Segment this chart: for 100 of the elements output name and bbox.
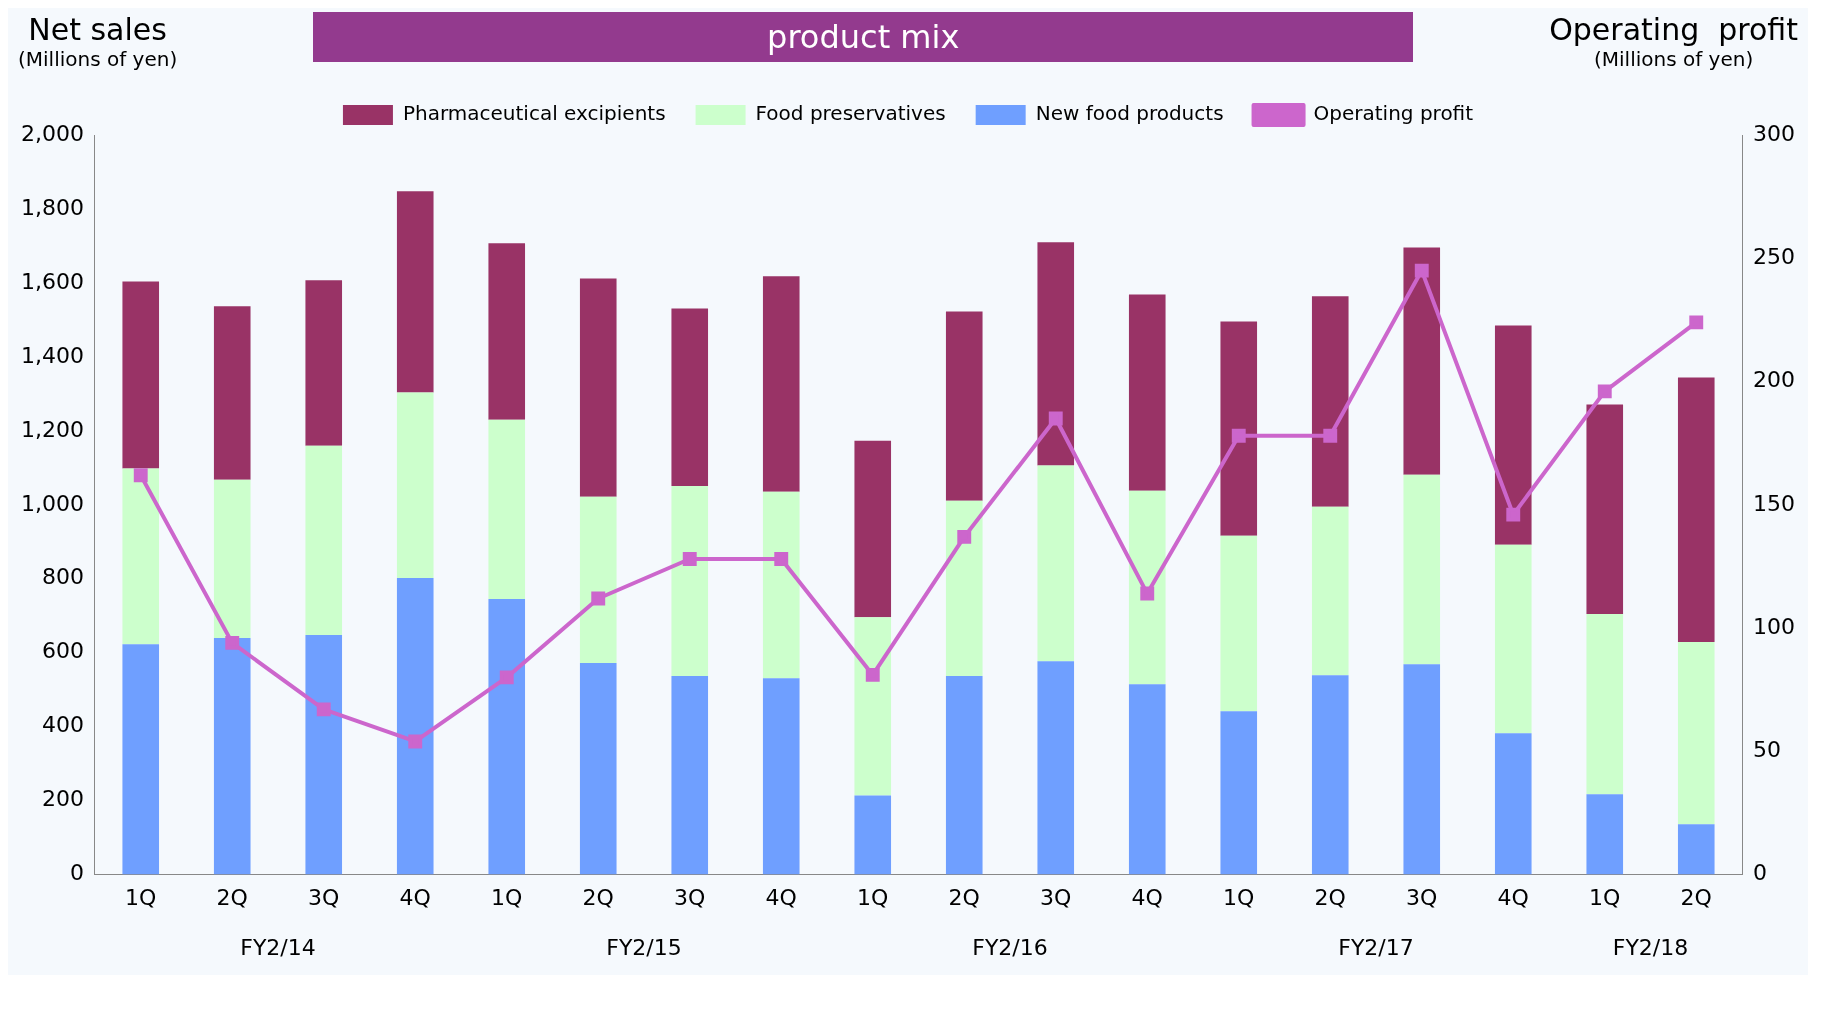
y2-axis-title: Operating profit: [1549, 12, 1798, 47]
bar: [854, 440, 892, 618]
y-tick-label: 600: [41, 638, 84, 664]
text: FY2/14: [240, 934, 316, 960]
x-tick-label: 4Q: [399, 884, 431, 910]
point: [1689, 315, 1704, 330]
bar: [762, 491, 800, 679]
bar: [1311, 675, 1349, 875]
x-tick-label: 2Q: [1314, 884, 1346, 910]
x-tick-label: 1Q: [1589, 884, 1621, 910]
bar: [1403, 474, 1441, 665]
bar: [1403, 247, 1441, 475]
chart-title: product mix: [313, 12, 1414, 62]
bar: [396, 191, 434, 393]
bar: [488, 599, 526, 875]
bar: [671, 308, 709, 486]
x-tick-label: 3Q: [308, 884, 340, 910]
bar: [1311, 506, 1349, 676]
point: [499, 670, 514, 685]
bar: [213, 306, 251, 480]
point: [957, 529, 972, 544]
bar: [1037, 242, 1075, 466]
y2-tick-label: 300: [1753, 120, 1796, 146]
bar: [1403, 664, 1441, 875]
text: FY2/15: [606, 934, 682, 960]
bar: [579, 496, 617, 664]
x-tick-label: 1Q: [125, 884, 157, 910]
point: [1506, 507, 1521, 522]
bar: [396, 578, 434, 875]
bar: [213, 479, 251, 638]
bar: [1128, 294, 1166, 491]
bar: [671, 485, 709, 677]
bar: [762, 678, 800, 875]
y-tick-label: 1,000: [21, 490, 84, 516]
legend-label: Operating profit: [1313, 101, 1474, 126]
y-tick-label: 1,600: [21, 268, 84, 294]
bar: [1037, 465, 1075, 662]
bar: [945, 311, 983, 501]
y2-tick-label: 0: [1753, 860, 1768, 886]
bar: [122, 468, 160, 645]
bar: [1586, 404, 1624, 614]
y2-tick-label: 250: [1753, 243, 1796, 269]
point: [1323, 428, 1338, 443]
x-tick-label: 3Q: [674, 884, 706, 910]
point: [225, 635, 240, 650]
bar: [488, 419, 526, 600]
bar: [305, 634, 343, 875]
x-tick-label: 2Q: [948, 884, 980, 910]
bar: [305, 445, 343, 635]
legend-label: New food products: [1035, 101, 1224, 126]
point: [1231, 428, 1246, 443]
bar: [1586, 794, 1624, 875]
point: [682, 552, 697, 566]
bar: [1037, 661, 1075, 875]
y2-tick-label: 150: [1753, 490, 1796, 516]
y-tick-label: 1,200: [21, 416, 84, 442]
bar: [122, 281, 160, 469]
x-tick-label: 2Q: [216, 884, 248, 910]
x-tick-label: 3Q: [1040, 884, 1072, 910]
bar: [396, 392, 434, 579]
bar: [1677, 824, 1715, 875]
x-tick-label: 4Q: [1497, 884, 1529, 910]
point: [1140, 586, 1155, 601]
y2-tick-label: 100: [1753, 613, 1796, 639]
bar: [213, 637, 251, 875]
legend-label: Pharmaceutical excipients: [402, 101, 666, 126]
bar: [1220, 711, 1258, 875]
bar: [854, 617, 892, 796]
point: [133, 468, 148, 483]
bar: [762, 276, 800, 492]
bar: [305, 280, 343, 446]
y-tick-label: 1,800: [21, 194, 84, 220]
x-tick-label: 2Q: [582, 884, 614, 910]
y-tick-label: 800: [41, 564, 84, 590]
bar: [1220, 535, 1258, 712]
text: FY2/18: [1612, 934, 1689, 960]
x-tick-label: 2Q: [1680, 884, 1712, 910]
bar: [488, 243, 526, 420]
bar: [945, 676, 983, 875]
bar: [945, 500, 983, 677]
point: [316, 702, 331, 717]
point: [591, 591, 606, 606]
bar: [122, 644, 160, 875]
point: [865, 667, 880, 682]
y-tick-label: 0: [69, 860, 84, 886]
y2-tick-label: 200: [1753, 367, 1796, 393]
y-tick-label: 200: [41, 786, 84, 812]
y-axis-title: Net sales: [27, 12, 168, 47]
x-tick-label: 4Q: [765, 884, 797, 910]
text: FY2/16: [972, 934, 1048, 960]
text: (Millions of yen): [1593, 47, 1755, 71]
bar: [1128, 684, 1166, 875]
point: [1597, 384, 1612, 399]
text: (Millions of yen): [18, 47, 178, 71]
y-tick-label: 1,400: [21, 342, 84, 368]
x-tick-label: 1Q: [1223, 884, 1255, 910]
bar: [1677, 377, 1715, 642]
bar: [854, 795, 892, 875]
bar: [1220, 321, 1258, 536]
bar: [671, 676, 709, 875]
